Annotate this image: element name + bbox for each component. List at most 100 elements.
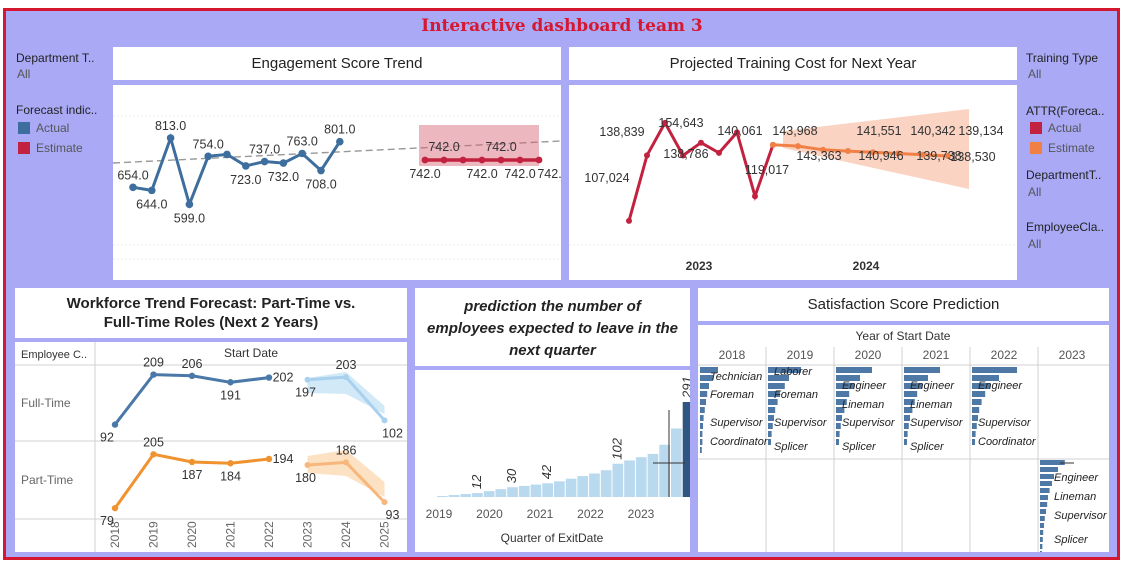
attrition-bar [542,483,553,497]
training-value-label: 107,024 [584,171,629,185]
attrition-bar [635,457,647,497]
actual-point [336,137,344,146]
actual-point [148,186,156,195]
satisfaction-bar [1040,488,1050,493]
satisfaction-bar [768,391,780,397]
workforce-chart-panel[interactable]: Employee C.. Start Date Full-Time Part-Time… [15,342,407,552]
year-header: 2019 [787,348,814,362]
series-point [265,374,273,381]
satisfaction-bar [904,439,907,445]
legend-estimate-swatch [18,142,30,154]
series-point [188,458,196,466]
workforce-chart[interactable]: Employee C.. Start Date Full-Time Part-Time… [15,342,407,552]
x-tick-label: 2019 [426,507,453,521]
training-value-label: 140,342 [910,124,955,138]
actual-point [662,119,668,126]
training-type-label: Training Type [1026,51,1099,65]
training-value-label: 139,738 [916,149,961,163]
department-type-value[interactable]: All [1028,185,1042,199]
actual-point [298,149,306,158]
engagement-chart-panel[interactable]: 654.0 644.0 813.0 599.0 754.0 723.0 737.0 732.0… [112,85,569,280]
satisfaction-bar [700,447,702,453]
year-header: 2022 [991,348,1018,362]
satisfaction-bar [836,399,847,405]
satisfaction-bar [1040,544,1043,549]
satisfaction-bar [1040,516,1045,521]
actual-point [734,129,740,136]
estimate-point [820,146,826,153]
engagement-value-label: 801.0 [324,123,355,137]
satisfaction-chart[interactable]: Year of Start Date 2018 2019 2020 2021 2022 20… [698,325,1109,556]
series-value-label: 79 [100,514,114,528]
legend-actual[interactable]: Actual [18,121,69,135]
attrition-chart-panel[interactable]: 12 30 42 102 291 2019 2020 2021 2022 2023 Quarter … [415,370,695,552]
department-filter-value[interactable]: All [17,67,31,81]
series-point [227,379,234,386]
training-title-panel: Projected Training Cost for Next Year [569,47,1017,80]
attrition-bar [518,485,530,497]
satisfaction-label: Supervisor [910,417,964,429]
training-value-label: 139,134 [958,124,1003,138]
legend-training-estimate[interactable]: Estimate [1030,141,1095,155]
series-value-label: 180 [295,471,316,485]
engagement-chart[interactable]: 654.0 644.0 813.0 599.0 754.0 723.0 737.0 732.0… [112,85,569,280]
attrition-value-label: 102 [609,437,624,459]
actual-point [185,200,194,209]
satisfaction-bar [972,375,999,381]
satisfaction-bar [836,439,839,445]
satisfaction-bar [700,423,703,429]
training-value-label: 143,363 [796,149,841,163]
attrition-value-label: 12 [469,474,484,489]
attrition-bar [495,489,507,497]
satisfaction-label: Coordinator [710,436,769,448]
satisfaction-label: Lineman [1054,491,1096,503]
training-type-value[interactable]: All [1028,67,1042,81]
series-point [111,421,119,428]
year-header: 2023 [1059,348,1086,362]
attrition-value-label: 291 [680,376,690,399]
forecast-point [343,459,349,466]
attrition-bar [472,493,483,497]
actual-point [317,166,325,175]
series-value-label: 93 [386,508,400,522]
training-chart-panel[interactable]: 107,024 138,839 154,643 138,786 140,061 119,0… [569,85,1017,280]
training-value-label: 119,017 [745,163,789,177]
satisfaction-label: Engineer [910,380,955,392]
satisfaction-bar [972,391,986,397]
estimate-point [845,148,851,155]
satisfaction-bar [1040,537,1043,542]
attr-forecast-label: ATTR(Foreca.. [1026,104,1105,118]
estimate-point [421,156,429,164]
workforce-title: Workforce Trend Forecast: Part-Time vs. … [15,294,407,332]
satisfaction-label: Technician [710,371,762,383]
training-value-label: 138,786 [663,147,708,161]
fulltime-forecast-band [307,372,385,414]
satisfaction-bar [904,423,909,429]
training-chart[interactable]: 107,024 138,839 154,643 138,786 140,061 119,0… [569,85,1017,280]
column-header: Employee C.. [21,349,87,361]
legend-estimate-label: Estimate [36,141,83,155]
training-value-label: 141,551 [856,124,901,138]
satisfaction-bar [836,391,850,397]
attrition-bar [682,402,694,497]
estimate-point [478,156,486,164]
satisfaction-bar [904,407,913,413]
satisfaction-label: Lineman [910,399,952,411]
satisfaction-bar [972,367,1017,373]
attrition-bar [507,487,518,497]
actual-point [223,150,231,159]
legend-estimate[interactable]: Estimate [18,141,83,155]
satisfaction-bar [700,383,709,389]
employee-class-value[interactable]: All [1028,237,1042,251]
satisfaction-chart-panel[interactable]: Year of Start Date 2018 2019 2020 2021 2022 20… [698,325,1109,556]
satisfaction-bar [700,391,708,397]
attrition-chart[interactable]: 12 30 42 102 291 2019 2020 2021 2022 2023 Quarter … [415,370,695,552]
attrition-bar [589,473,600,497]
satisfaction-bar [904,431,908,437]
legend-training-actual[interactable]: Actual [1030,121,1081,135]
x-tick-label: 2022 [577,507,604,521]
satisfaction-bar [768,383,785,389]
actual-point [752,193,758,200]
actual-point [129,183,137,192]
series-value-label: 184 [220,469,241,483]
